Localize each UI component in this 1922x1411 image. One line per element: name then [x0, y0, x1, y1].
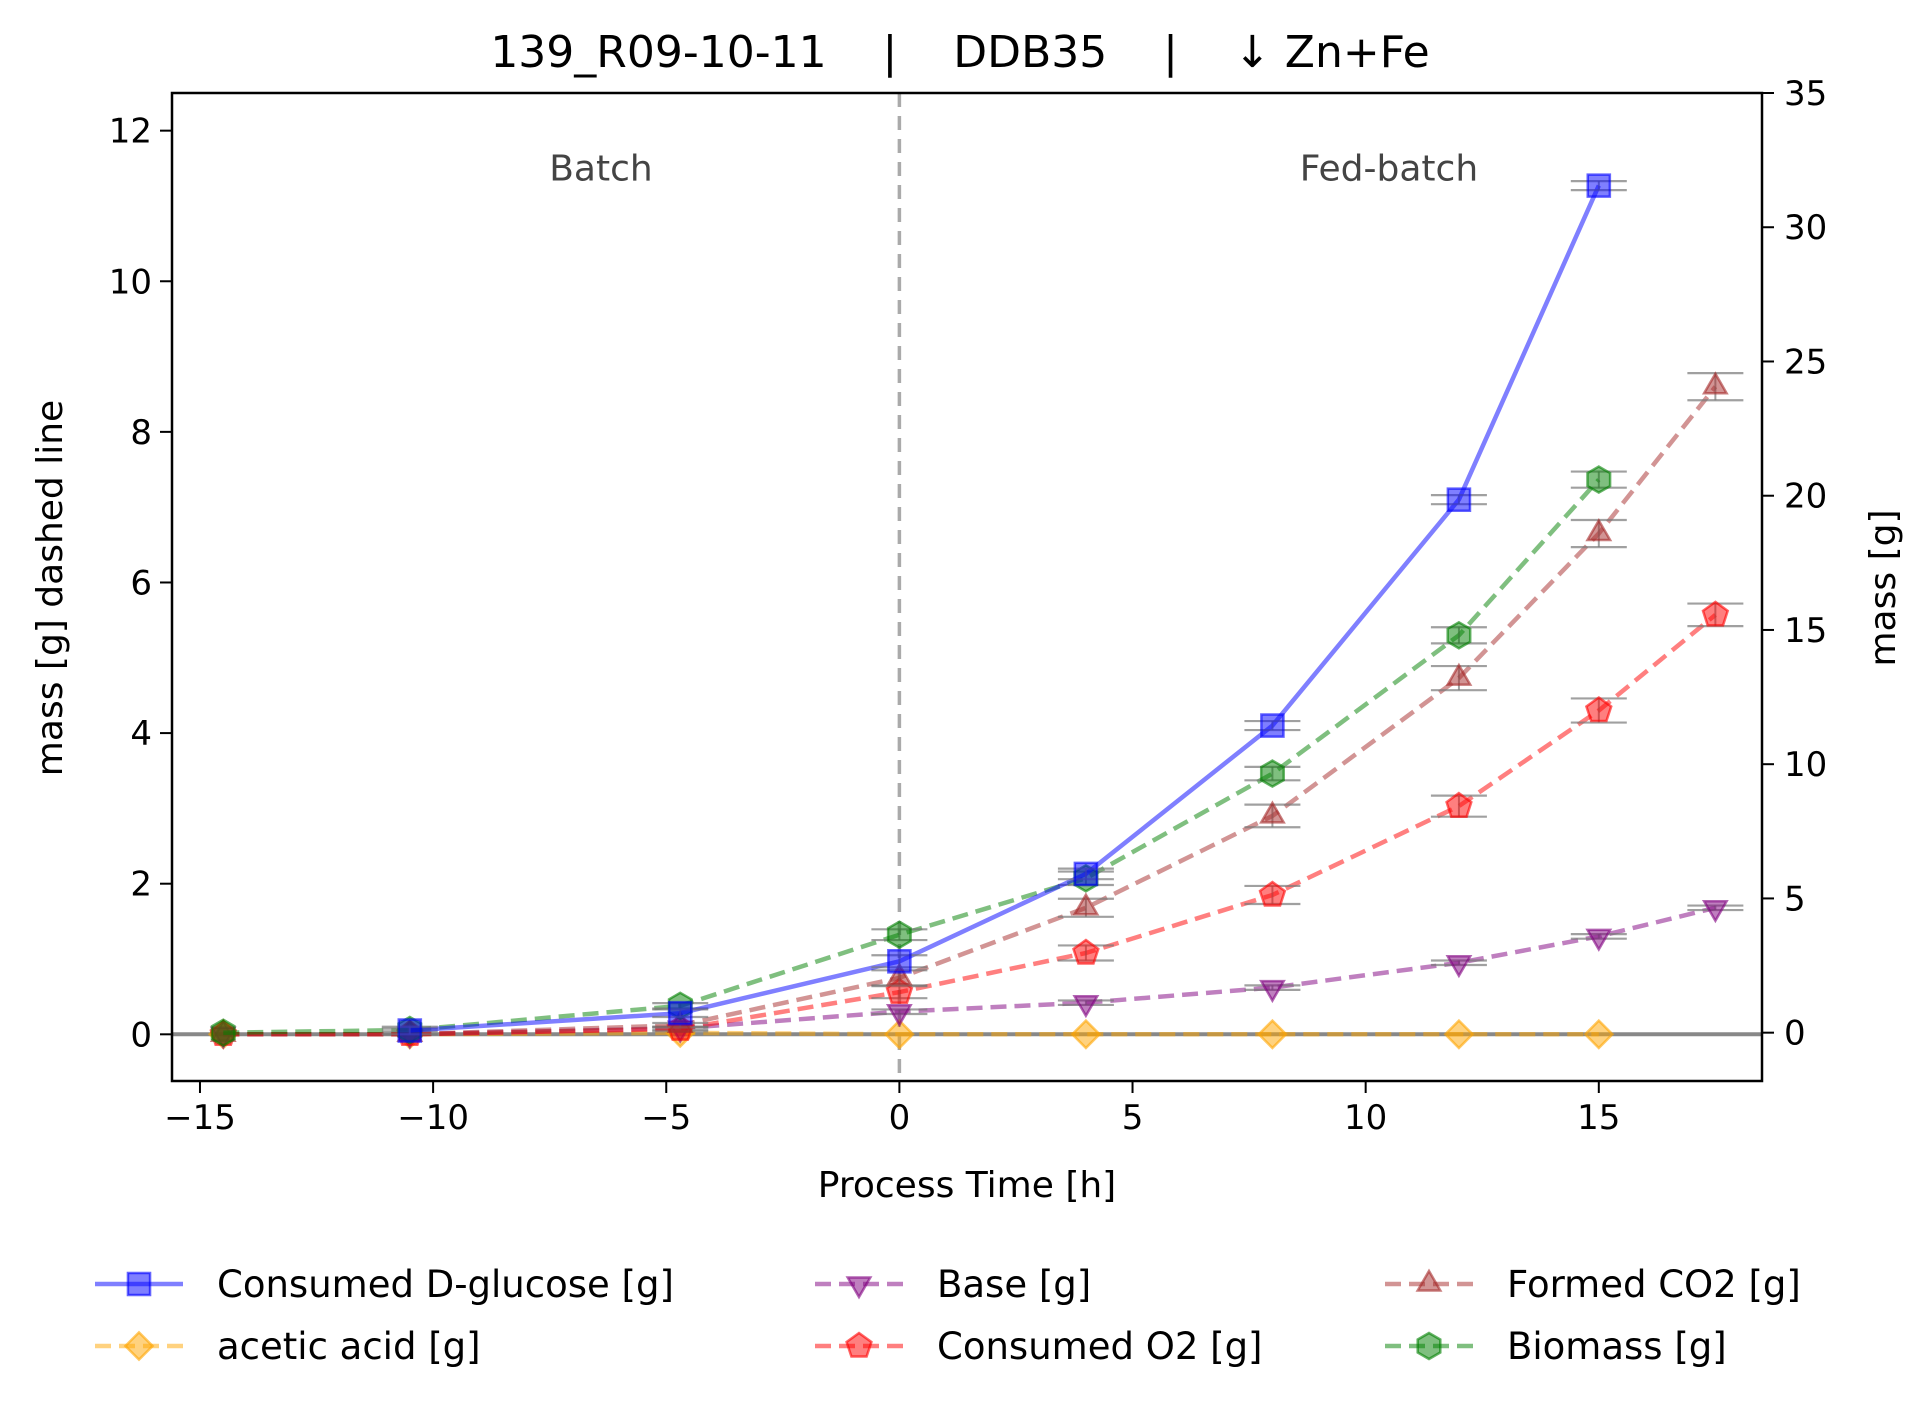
x-axis-label: Process Time [h] — [818, 1165, 1116, 1206]
legend-label: Consumed O2 [g] — [937, 1325, 1262, 1368]
x-tick-label: −10 — [397, 1098, 469, 1138]
data-point — [1446, 487, 1472, 512]
plot-frame — [170, 91, 1764, 1083]
data-point — [1584, 695, 1613, 723]
region-label: Fed-batch — [1300, 148, 1478, 189]
data-point — [1259, 759, 1285, 789]
legend-entry: acetic acid [g] — [95, 1325, 481, 1368]
legend-label: Formed CO2 [g] — [1507, 1263, 1801, 1306]
x-tick-label: 5 — [1122, 1098, 1144, 1138]
data-point — [883, 1018, 915, 1050]
data-point — [1701, 371, 1729, 395]
data-point — [1445, 791, 1473, 818]
data-point — [1258, 880, 1287, 907]
data-point — [1072, 994, 1100, 1019]
y-left-tick-label: 6 — [130, 563, 152, 603]
y-left-tick-label: 2 — [130, 865, 152, 905]
legend-label: acetic acid [g] — [217, 1325, 481, 1368]
legend-label: Base [g] — [937, 1263, 1091, 1306]
data-point — [886, 920, 912, 950]
legend: Consumed D-glucose [g] Base [g] Formed CO2… — [95, 1263, 1801, 1368]
data-point — [1701, 900, 1729, 924]
data-point — [667, 1000, 693, 1026]
y-right-tick-label: 35 — [1784, 74, 1827, 114]
legend-marker — [1415, 1268, 1443, 1292]
legend-entry: Consumed O2 [g] — [815, 1325, 1262, 1368]
data-point — [1586, 173, 1612, 198]
data-point — [1583, 1018, 1615, 1050]
data-point — [1586, 465, 1612, 495]
y-axis-label-right: mass [g] — [1863, 509, 1904, 666]
legend-marker — [845, 1276, 873, 1300]
y-left-tick-label: 10 — [109, 262, 152, 302]
data-point — [210, 1018, 236, 1048]
x-tick-label: 10 — [1344, 1098, 1387, 1138]
data-point — [1072, 938, 1100, 965]
y-left-tick-label: 8 — [130, 413, 152, 453]
x-tick-label: −15 — [164, 1098, 236, 1138]
data-point — [397, 1018, 423, 1043]
y-right-tick-label: 30 — [1784, 208, 1827, 248]
y-left-tick-label: 0 — [130, 1015, 152, 1055]
series-consumed-d-glucose — [381, 173, 1627, 1043]
data-point — [1259, 800, 1286, 824]
y-right-tick-label: 5 — [1784, 879, 1806, 919]
y-left-tick-label: 12 — [109, 112, 152, 152]
data-point — [1070, 1018, 1102, 1050]
data-point — [1445, 662, 1473, 686]
legend-marker — [123, 1330, 155, 1362]
y-right-tick-label: 20 — [1784, 477, 1827, 517]
y-left-tick-label: 4 — [130, 714, 152, 754]
legend-entry: Base [g] — [815, 1263, 1091, 1306]
axes: −15 −10 −5 0 5 10 15 0 2 4 6 8 10 12 0 5 10 15 20 25 30 35 — [109, 74, 1828, 1138]
data-point — [1259, 979, 1286, 1004]
data-point — [1256, 1018, 1288, 1050]
data-point — [1585, 928, 1613, 952]
legend-label: Biomass [g] — [1507, 1325, 1727, 1368]
chart-title: 139_R09-10-11 | DDB35 | ↓ Zn+Fe — [490, 27, 1429, 78]
x-tick-label: 15 — [1577, 1098, 1620, 1138]
data-point — [1072, 892, 1100, 916]
legend-entry: Formed CO2 [g] — [1385, 1263, 1801, 1306]
x-tick-label: −5 — [641, 1098, 691, 1138]
series-line — [223, 613, 1717, 1037]
data-point — [885, 1003, 913, 1028]
data-point — [1443, 1018, 1475, 1050]
legend-entry: Biomass [g] — [1385, 1325, 1727, 1368]
data-point — [1585, 518, 1613, 542]
x-tick-label: 0 — [889, 1098, 911, 1138]
legend-marker — [1416, 1331, 1442, 1361]
data-point — [1260, 713, 1285, 738]
y-axis-label-left: mass [g] dashed line — [30, 400, 71, 776]
legend-marker — [126, 1271, 152, 1297]
y-right-tick-label: 25 — [1784, 342, 1827, 382]
data-point — [1446, 620, 1472, 650]
data-point — [1701, 600, 1730, 627]
series-consumed-o2 — [209, 600, 1744, 1047]
plot-area: Batch Fed-batch — [172, 93, 1762, 1081]
region-label: Batch — [549, 148, 652, 189]
data-point — [1073, 861, 1099, 887]
series-formed-co2 — [209, 371, 1744, 1043]
legend-marker — [845, 1331, 873, 1358]
y-right-tick-label: 0 — [1784, 1014, 1806, 1054]
legend-entry: Consumed D-glucose [g] — [95, 1263, 674, 1306]
y-right-tick-label: 15 — [1784, 611, 1827, 651]
data-point — [885, 962, 913, 986]
y-right-tick-label: 10 — [1784, 745, 1827, 785]
series-line — [223, 385, 1718, 1037]
data-point — [1445, 955, 1473, 979]
data-point — [887, 948, 912, 974]
legend-label: Consumed D-glucose [g] — [217, 1263, 674, 1306]
